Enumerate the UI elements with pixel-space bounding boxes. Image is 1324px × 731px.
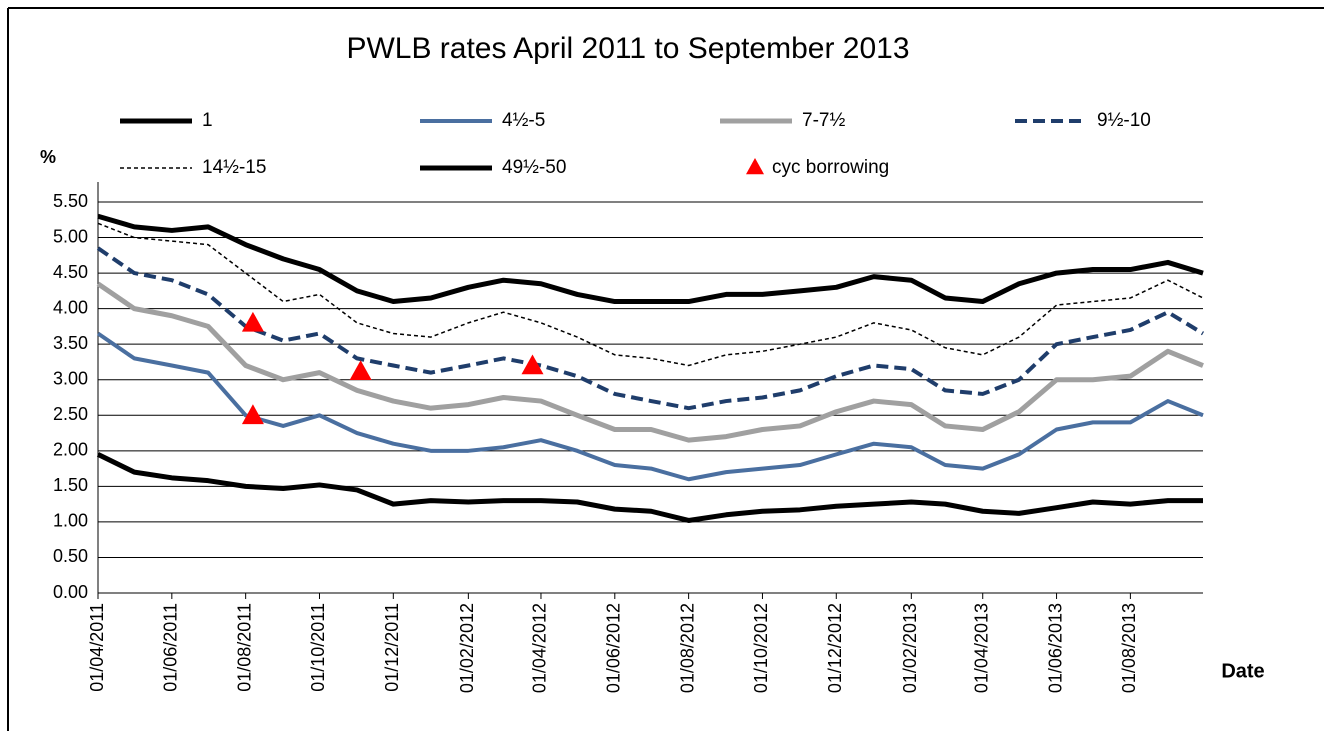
legend-label: 1 (202, 110, 213, 131)
x-tick-label: 01/08/2012 (677, 603, 697, 693)
y-tick-label: 4.00 (53, 297, 88, 317)
chart-title: PWLB rates April 2011 to September 2013 (346, 32, 909, 65)
y-axis-label: % (40, 147, 56, 167)
series-line (97, 213, 1204, 305)
x-tick-label: 01/02/2013 (900, 603, 920, 693)
legend-swatch (746, 158, 764, 175)
x-tick-label: 01/06/2011 (161, 603, 181, 692)
y-tick-label: 3.00 (53, 368, 88, 388)
x-tick-label: 01/08/2013 (1119, 603, 1139, 693)
y-tick-label: 0.50 (53, 546, 88, 566)
marker (349, 360, 372, 380)
series-line (96, 246, 1205, 411)
y-tick-label: 3.50 (53, 333, 88, 353)
marker (241, 311, 264, 332)
legend-label: 7-7½ (802, 110, 845, 131)
marker (521, 354, 544, 375)
legend-label: cyc borrowing (772, 157, 889, 178)
y-tick-label: 4.50 (53, 262, 88, 282)
y-tick-label: 2.50 (53, 404, 88, 424)
x-tick-label: 01/10/2011 (308, 603, 328, 692)
x-tick-label: 01/12/2011 (382, 603, 402, 692)
x-tick-label: 01/04/2012 (530, 603, 550, 693)
y-tick-label: 1.00 (53, 511, 88, 531)
x-tick-label: 01/06/2013 (1045, 603, 1065, 693)
series-line (97, 222, 1204, 367)
y-tick-label: 5.50 (53, 191, 88, 211)
x-tick-label: 01/06/2012 (604, 603, 624, 693)
series-line (96, 331, 1204, 482)
y-tick-label: 2.00 (53, 440, 88, 460)
x-tick-label: 01/08/2011 (234, 603, 254, 692)
x-tick-label: 01/12/2012 (825, 603, 845, 693)
y-tick-label: 0.00 (53, 582, 88, 602)
x-tick-label: 01/04/2013 (971, 603, 991, 693)
legend-label: 14½-15 (202, 157, 266, 178)
y-tick-label: 5.00 (53, 226, 88, 246)
x-tick-label: 01/02/2012 (457, 603, 477, 693)
marker (241, 404, 264, 425)
legend-label: 49½-50 (502, 157, 566, 178)
series-line (96, 281, 1204, 443)
x-tick-label: 01/04/2011 (87, 603, 107, 692)
legend-label: 9½-10 (1097, 110, 1151, 131)
y-tick-label: 1.50 (53, 475, 88, 495)
x-tick-label: 01/10/2012 (751, 603, 771, 693)
legend-label: 4½-5 (502, 110, 545, 131)
x-axis-label: Date (1221, 660, 1264, 682)
series-line (96, 452, 1203, 523)
